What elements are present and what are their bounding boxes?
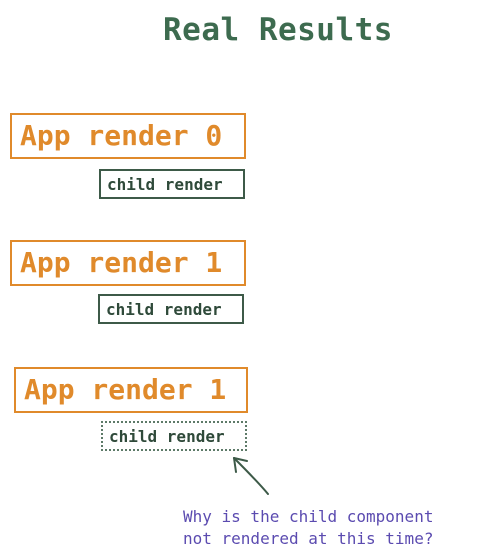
child-render-label-2: child render — [106, 299, 222, 319]
question-note: Why is the child component not rendered … — [183, 506, 433, 550]
child-render-box-2: child render — [98, 294, 244, 324]
app-render-box-3: App render 1 — [14, 367, 248, 413]
app-render-box-2: App render 1 — [10, 240, 246, 286]
child-render-label-3: child render — [109, 426, 225, 446]
child-render-label-1: child render — [107, 174, 223, 194]
child-render-box-1: child render — [99, 169, 245, 199]
child-render-box-3-missing: child render — [101, 421, 247, 451]
app-render-label-3: App render 1 — [24, 373, 227, 406]
pointer-arrow-icon — [233, 457, 269, 495]
app-render-label-1: App render 0 — [20, 119, 223, 152]
app-render-box-1: App render 0 — [10, 113, 246, 159]
app-render-label-2: App render 1 — [20, 246, 223, 279]
question-note-line-2: not rendered at this time? — [183, 529, 434, 548]
diagram-title: Real Results — [163, 12, 393, 48]
question-note-line-1: Why is the child component — [183, 507, 434, 526]
